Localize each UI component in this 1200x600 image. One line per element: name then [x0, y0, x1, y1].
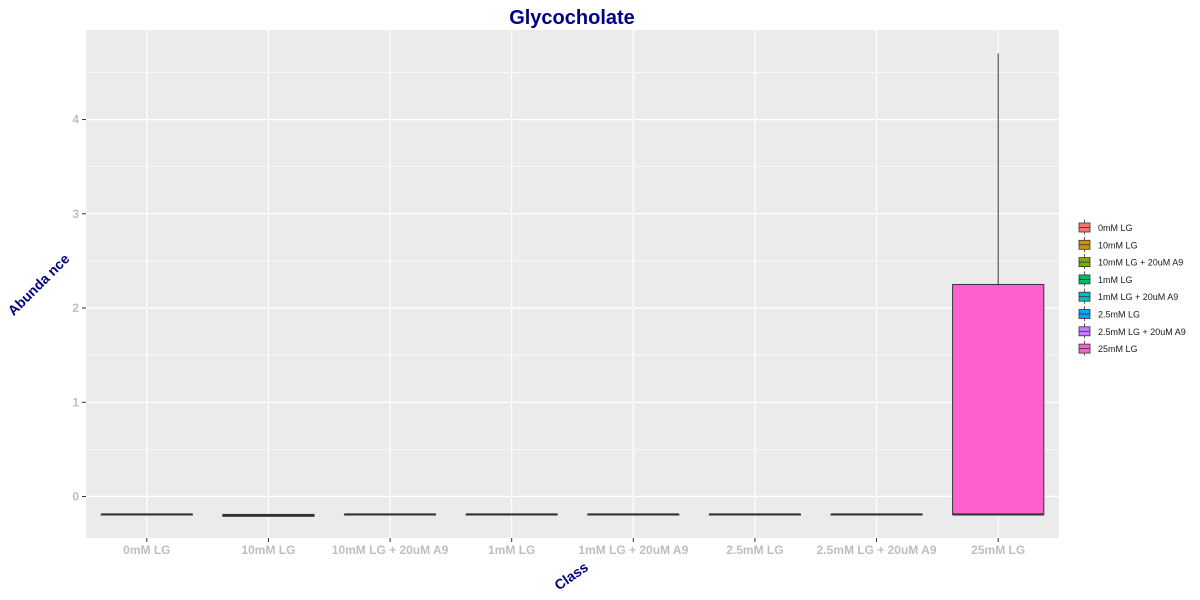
x-tick-label: 2.5mM LG + 20uM A9	[817, 543, 937, 557]
legend-label: 2.5mM LG	[1098, 310, 1140, 320]
legend-label: 25mM LG	[1098, 344, 1138, 354]
box-3	[465, 513, 558, 516]
legend-item-5: 2.5mM LG	[1078, 306, 1140, 321]
legend-label: 1mM LG	[1098, 275, 1133, 285]
legend-label: 0mM LG	[1098, 223, 1133, 233]
y-tick-label: 4	[72, 113, 79, 127]
box-6	[830, 513, 923, 516]
y-tick-label: 1	[72, 395, 79, 409]
box-body	[952, 283, 1045, 515]
y-tick-label: 2	[72, 301, 79, 315]
legend-item-2: 10mM LG + 20uM A9	[1078, 254, 1183, 270]
legend: 0mM LG 10mM LG 10mM LG + 20uM A9 1mM LG 1mM …	[1078, 219, 1186, 356]
x-tick-label: 25mM LG	[971, 543, 1025, 557]
x-tick-label: 10mM LG	[241, 543, 295, 557]
box-7	[952, 53, 1045, 516]
box-4	[587, 513, 680, 516]
x-tick-label: 0mM LG	[123, 543, 170, 557]
legend-item-1: 10mM LG	[1078, 236, 1138, 252]
legend-label: 10mM LG + 20uM A9	[1098, 258, 1183, 268]
legend-item-7: 25mM LG	[1078, 340, 1138, 356]
x-tick-label: 10mM LG + 20uM A9	[332, 543, 449, 557]
y-tick-label: 3	[72, 207, 79, 221]
legend-item-0: 0mM LG	[1078, 219, 1133, 235]
x-axis-title: Class	[551, 559, 591, 594]
x-tick-label: 2.5mM LG	[726, 543, 783, 557]
legend-item-3: 1mM LG	[1078, 271, 1133, 287]
chart-title: Glycocholate	[509, 7, 635, 29]
legend-label: 1mM LG + 20uM A9	[1098, 292, 1178, 302]
y-tick-label: 0	[72, 490, 79, 504]
box-5	[708, 513, 802, 516]
y-axis-title: Abunda nce	[4, 250, 72, 318]
legend-label: 2.5mM LG + 20uM A9	[1098, 327, 1186, 337]
legend-item-6: 2.5mM LG + 20uM A9	[1078, 323, 1186, 339]
y-axis-ticks: 0 1 2 3 4	[72, 113, 86, 504]
plot-panel	[86, 30, 1059, 538]
legend-item-4: 1mM LG + 20uM A9	[1078, 288, 1178, 304]
legend-label: 10mM LG	[1098, 240, 1138, 250]
boxes	[100, 53, 1045, 517]
box-2	[343, 513, 437, 516]
box-0	[100, 513, 193, 516]
box-1	[222, 513, 315, 517]
x-tick-label: 1mM LG + 20uM A9	[578, 543, 688, 557]
x-tick-label: 1mM LG	[488, 543, 535, 557]
x-axis-ticks: 0mM LG 10mM LG 10mM LG + 20uM A9 1mM LG 1mM …	[123, 538, 1025, 557]
